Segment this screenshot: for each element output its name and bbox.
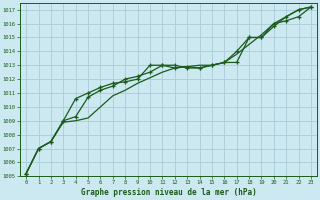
X-axis label: Graphe pression niveau de la mer (hPa): Graphe pression niveau de la mer (hPa) <box>81 188 256 197</box>
